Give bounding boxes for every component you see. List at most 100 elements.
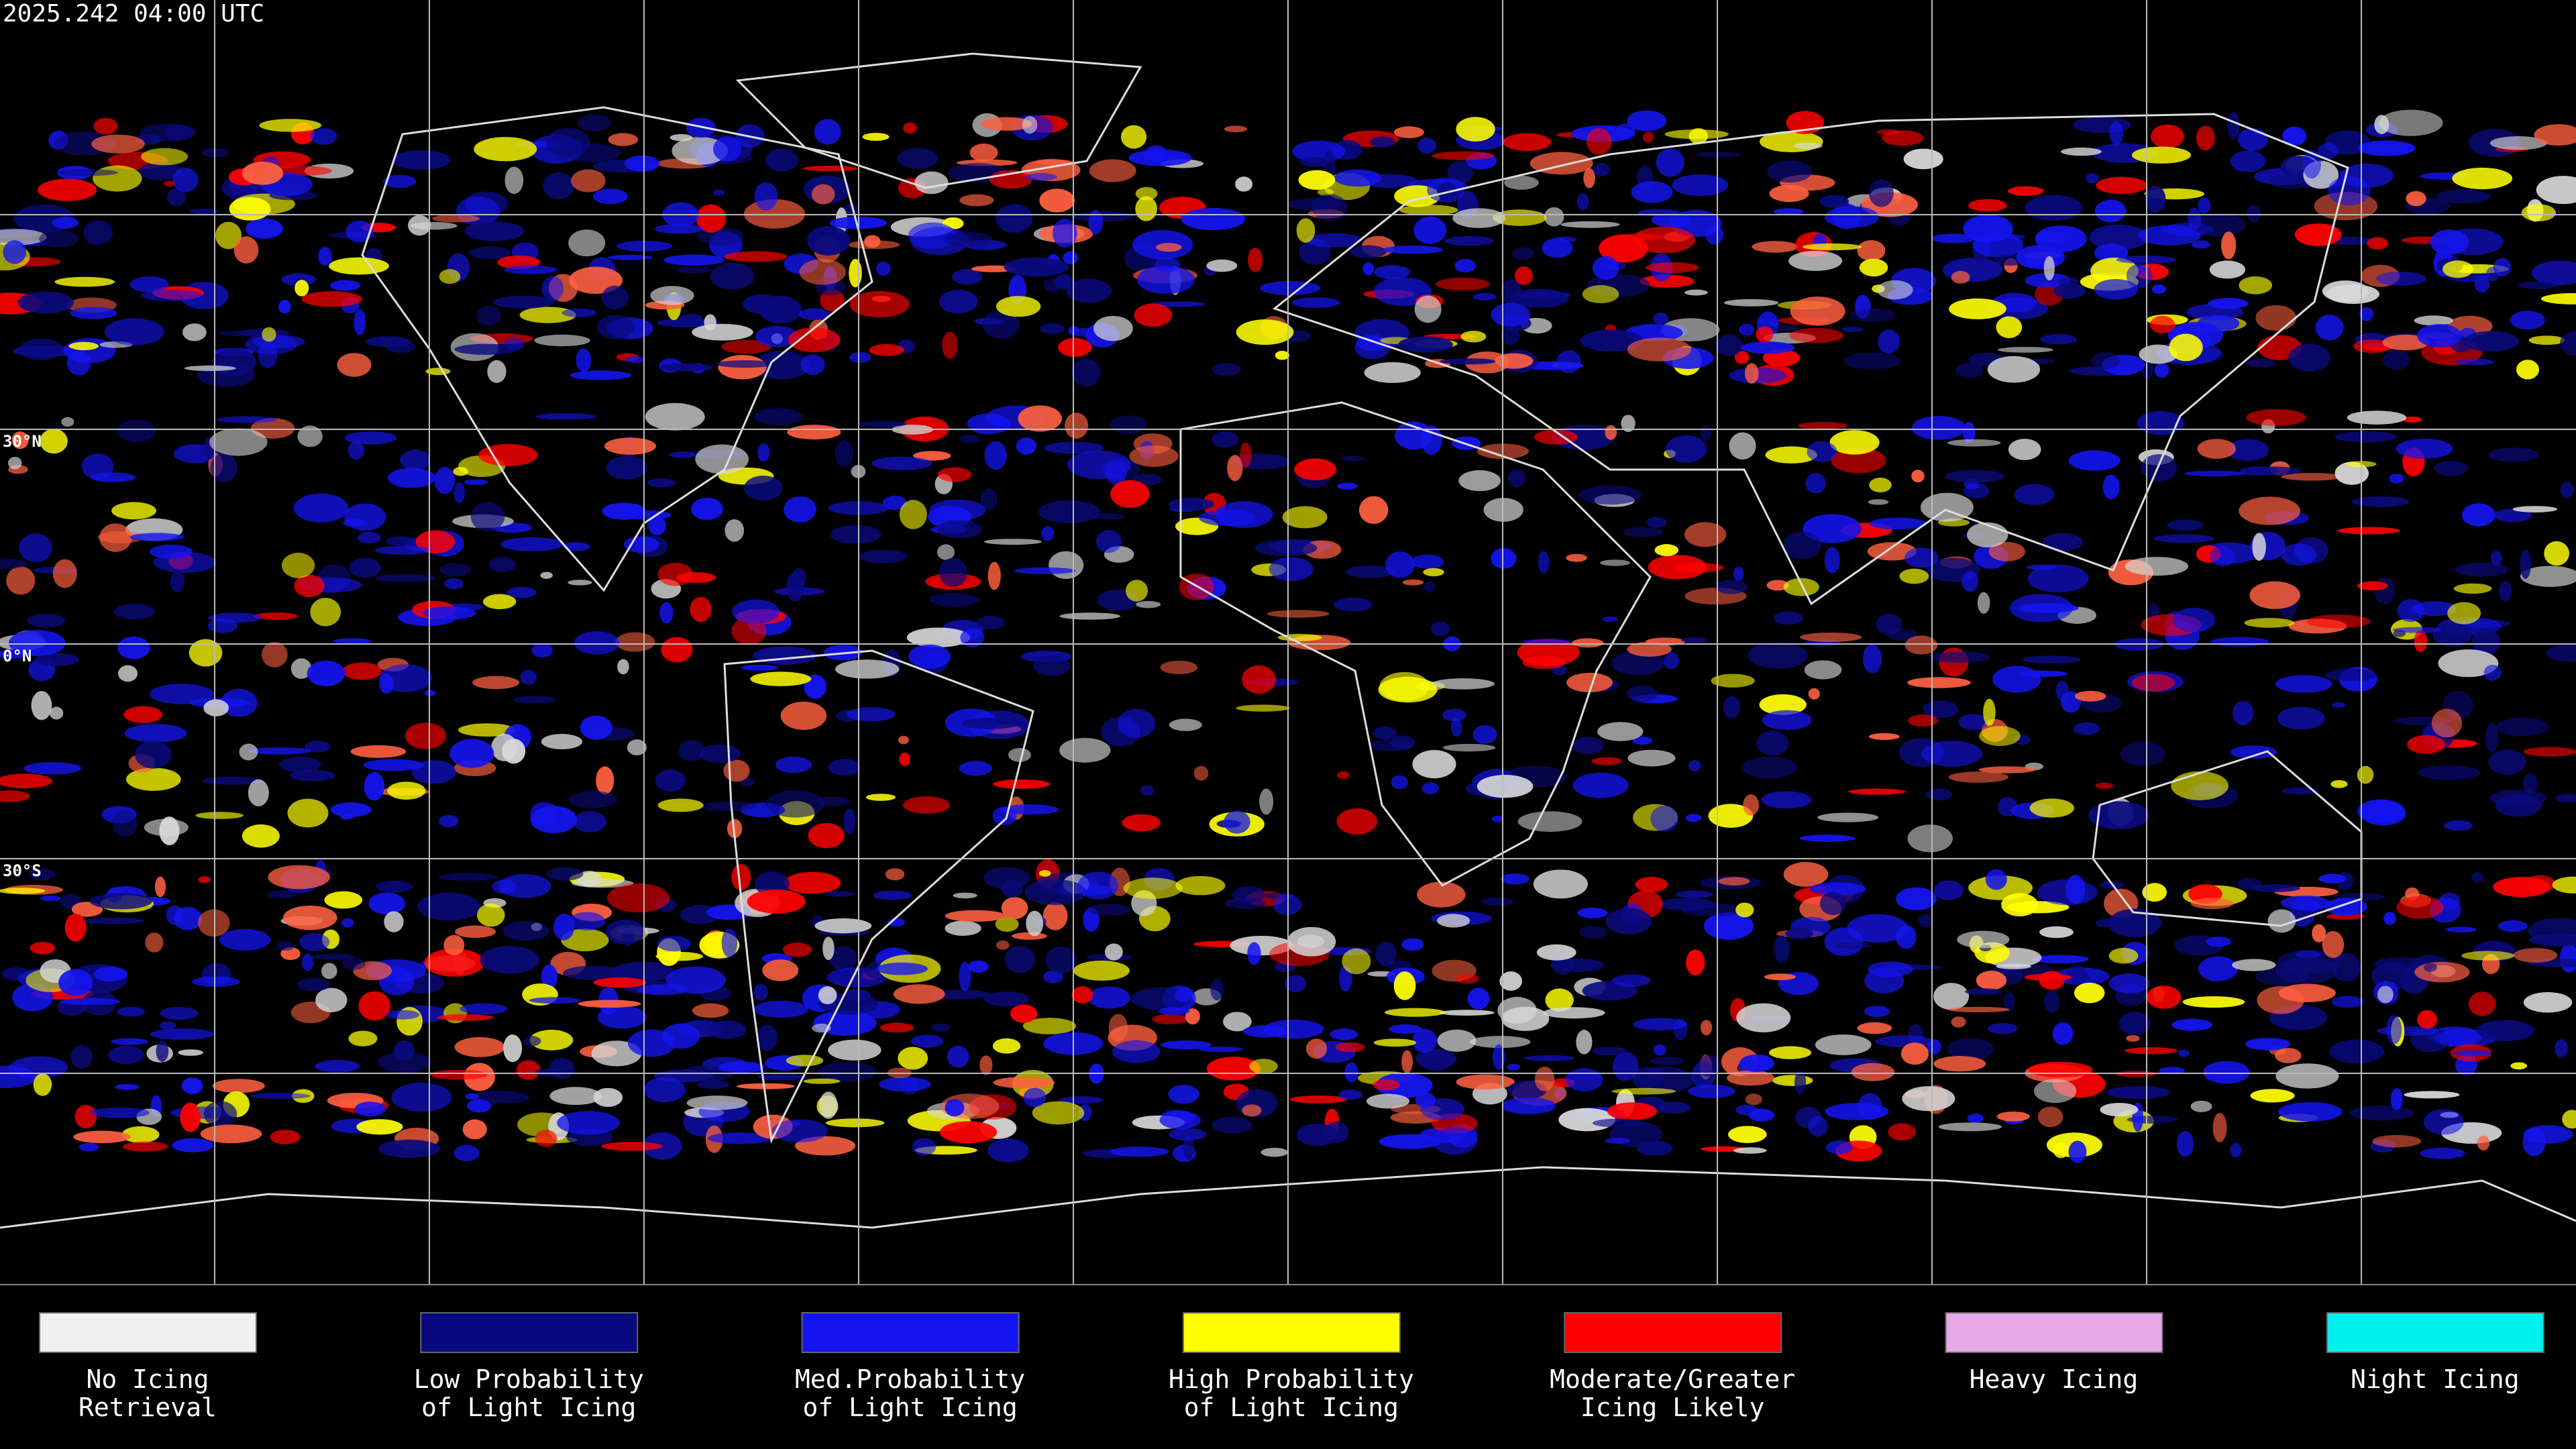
cloud-patch [569,912,606,930]
cloud-patch [1501,1097,1556,1115]
cloud-patch [1697,1055,1720,1077]
cloud-patch [2210,637,2269,647]
cloud-patch [2043,533,2083,551]
cloud-patch [1703,912,1754,940]
cloud-patch [942,331,958,359]
cloud-patch [345,431,397,445]
cloud-patch [464,221,525,241]
cloud-patch [1807,441,1837,462]
cloud-patch [1334,597,1373,612]
cloud-patch [301,953,314,971]
cloud-patch [531,643,553,658]
cloud-patch [2086,173,2099,184]
cloud-patch [1002,879,1023,898]
cloud-patch [250,1093,311,1099]
cloud-patch [439,814,459,828]
cloud-patch [1128,149,1192,166]
cloud-patch [710,262,755,290]
cloud-patch [782,942,812,957]
cloud-patch [1375,941,1397,966]
cloud-patch [546,127,590,157]
cloud-patch [602,502,646,520]
cloud-patch [2461,951,2515,961]
cloud-patch [0,558,28,570]
cloud-patch [1650,805,1679,832]
cloud-patch [23,762,82,775]
cloud-patch [1160,660,1198,675]
cloud-patch [2158,1067,2185,1075]
cloud-patch [2406,191,2426,207]
cloud-patch [2372,1134,2422,1148]
cloud-patch [1799,835,1856,842]
cloud-patch [1586,127,1612,155]
cloud-patch [695,444,749,474]
cloud-patch [1542,237,1573,258]
cloud-patch [2331,702,2346,708]
cloud-patch [858,549,908,564]
cloud-patch [2347,411,2407,425]
cloud-patch [470,502,505,531]
cloud-patch [2210,546,2236,567]
cloud-patch [281,552,315,578]
cloud-patch [2306,614,2371,629]
cloud-patch [2239,276,2273,294]
cloud-patch [1735,902,1754,918]
cloud-patch [315,1059,360,1073]
cloud-patch [30,942,56,955]
cloud-patch [400,449,431,471]
cloud-patch [61,417,74,427]
cloud-patch [1623,527,1664,537]
cloud-patch [932,989,989,1000]
cloud-patch [1824,206,1880,228]
cloud-patch [945,910,1006,922]
cloud-patch [713,136,742,162]
cloud-patch [233,236,259,264]
cloud-patch [1947,439,2001,447]
legend-label: of Light Icing [1184,1393,1399,1422]
cloud-patch [108,1045,144,1065]
cloud-patch [2523,747,2576,757]
cloud-patch [945,1099,965,1117]
cloud-patch [498,873,551,898]
cloud-patch [732,599,780,624]
cloud-patch [1212,1116,1252,1134]
cloud-patch [625,356,645,364]
cloud-patch [731,864,751,891]
cloud-patch [1509,288,1569,308]
cloud-patch [2281,472,2343,481]
cloud-patch [2249,581,2301,609]
cloud-patch [657,936,692,952]
cloud-patch [239,743,258,761]
cloud-patch [1858,1093,1882,1120]
cloud-patch [2026,564,2057,570]
cloud-patch [2334,431,2398,443]
cloud-patch [1744,363,1759,384]
cloud-patch [2037,879,2098,906]
cloud-patch [648,516,666,535]
cloud-patch [93,165,142,192]
cloud-patch [1004,945,1036,973]
cloud-patch [577,114,611,131]
cloud-patch [899,500,927,529]
cloud-patch [1602,616,1618,623]
cloud-patch [1415,1092,1436,1108]
cloud-patch [1136,600,1161,608]
cloud-patch [1741,756,1797,779]
cloud-patch [757,443,770,462]
cloud-patch [571,169,606,193]
cloud-patch [2255,305,2297,331]
cloud-patch [1374,265,1410,280]
cloud-patch [1033,655,1071,676]
cloud-patch [156,1040,169,1062]
cloud-patch [2452,167,2513,190]
cloud-patch [2322,280,2369,303]
cloud-patch [1370,136,1395,148]
cloud-patch [1045,946,1077,974]
cloud-patch [2154,363,2169,378]
cloud-patch [6,566,36,595]
cloud-patch [1458,470,1501,492]
cloud-patch [818,986,837,1005]
cloud-patch [2488,749,2526,775]
cloud-patch [154,876,166,898]
